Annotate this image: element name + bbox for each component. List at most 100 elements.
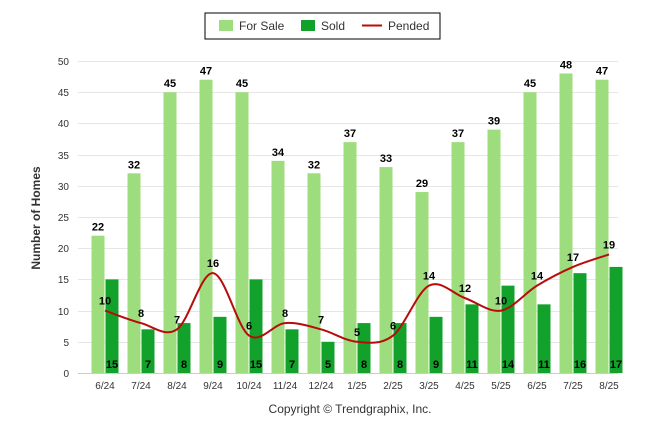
- bar-for-sale: [379, 167, 393, 373]
- data-label-sold: 14: [502, 359, 515, 371]
- bar-for-sale: [91, 235, 105, 373]
- data-label-pended: 19: [603, 239, 615, 251]
- y-tick-label: 15: [58, 275, 70, 286]
- y-tick-label: 30: [58, 182, 70, 193]
- bar-sold: [141, 329, 155, 373]
- x-tick-label: 4/25: [455, 381, 475, 392]
- y-axis-label: Number of Homes: [29, 166, 43, 270]
- x-tick-label: 7/25: [563, 381, 583, 392]
- data-label-sold: 15: [106, 359, 118, 371]
- x-tick-label: 12/24: [308, 381, 333, 392]
- data-label-pended: 6: [390, 321, 396, 333]
- data-label-pended: 14: [531, 271, 544, 283]
- bar-for-sale: [271, 160, 285, 373]
- y-tick-label: 10: [58, 307, 70, 318]
- data-label-sold: 8: [397, 359, 403, 371]
- data-label-sold: 16: [574, 359, 586, 371]
- legend-swatch-for-sale: [219, 20, 233, 31]
- bar-sold: [573, 273, 587, 373]
- bar-for-sale: [451, 142, 465, 373]
- bar-for-sale: [307, 173, 321, 373]
- data-label-for-sale: 39: [488, 116, 500, 128]
- x-tick-label: 9/24: [203, 381, 223, 392]
- x-tick-label: 8/25: [599, 381, 619, 392]
- y-tick-label: 50: [58, 57, 70, 68]
- legend-label-pended: Pended: [388, 19, 429, 33]
- data-label-pended: 7: [318, 314, 324, 326]
- bar-for-sale: [559, 73, 573, 373]
- bar-sold: [393, 323, 407, 373]
- legend-frame: [204, 12, 441, 40]
- bar-for-sale: [415, 192, 429, 373]
- bar-sold: [501, 285, 515, 373]
- data-label-for-sale: 47: [596, 66, 608, 78]
- data-label-sold: 11: [466, 359, 478, 371]
- data-label-for-sale: 45: [164, 78, 176, 90]
- data-label-pended: 7: [174, 314, 180, 326]
- bar-sold: [177, 323, 191, 373]
- data-label-pended: 14: [423, 271, 436, 283]
- legend-swatch-sold: [301, 20, 315, 31]
- x-tick-label: 5/25: [491, 381, 511, 392]
- data-label-for-sale: 45: [236, 78, 248, 90]
- data-label-pended: 8: [138, 308, 144, 320]
- data-label-sold: 9: [217, 359, 223, 371]
- legend-label-for-sale: For Sale: [239, 19, 285, 33]
- data-label-sold: 5: [325, 359, 331, 371]
- data-label-for-sale: 45: [524, 78, 536, 90]
- data-label-sold: 11: [538, 359, 550, 371]
- pended-line-layer: [104, 253, 610, 344]
- x-tick-label: 6/24: [95, 381, 115, 392]
- x-tick-label: 7/24: [131, 381, 151, 392]
- data-label-for-sale: 33: [380, 153, 392, 165]
- data-label-sold: 8: [181, 359, 187, 371]
- data-label-for-sale: 47: [200, 66, 212, 78]
- data-label-for-sale: 32: [308, 159, 320, 171]
- data-label-pended: 17: [567, 252, 579, 264]
- bar-for-sale: [127, 173, 141, 373]
- bar-for-sale: [163, 92, 177, 373]
- x-tick-label: 10/24: [236, 381, 261, 392]
- bar-sold: [609, 266, 623, 373]
- data-label-for-sale: 37: [452, 128, 464, 140]
- data-label-pended: 6: [246, 321, 252, 333]
- data-label-pended: 5: [354, 327, 360, 339]
- data-label-for-sale: 22: [92, 222, 104, 234]
- bar-for-sale: [487, 129, 501, 373]
- y-tick-label: 5: [63, 338, 69, 349]
- data-label-sold: 8: [361, 359, 367, 371]
- legend: For Sale Sold Pended: [204, 12, 441, 40]
- x-tick-label: 3/25: [419, 381, 439, 392]
- y-tick-label: 0: [63, 369, 69, 380]
- data-label-pended: 8: [282, 308, 288, 320]
- bar-sold: [285, 329, 299, 373]
- legend-label-sold: Sold: [321, 19, 345, 33]
- data-label-for-sale: 48: [560, 59, 572, 71]
- data-label-for-sale: 37: [344, 128, 356, 140]
- data-label-pended: 12: [459, 283, 471, 295]
- data-labels: 22 15 32 7 45 8 47 9 45 15 34 7 32 5 37 8 33 8 29 9 37 11 39 14…: [92, 59, 622, 371]
- bar-sold: [105, 279, 119, 373]
- data-label-sold: 15: [250, 359, 262, 371]
- data-label-for-sale: 32: [128, 159, 140, 171]
- y-tick-label: 45: [58, 88, 70, 99]
- bar-sold: [321, 341, 335, 373]
- data-label-pended: 16: [207, 258, 219, 270]
- bar-sold: [465, 304, 479, 373]
- bars: [91, 73, 623, 373]
- bar-for-sale: [523, 92, 537, 373]
- pended-line: [104, 253, 610, 344]
- x-tick-label: 8/24: [167, 381, 187, 392]
- bar-sold: [429, 316, 443, 373]
- data-label-for-sale: 29: [416, 178, 428, 190]
- data-label-pended: 10: [495, 296, 507, 308]
- bar-for-sale: [235, 92, 249, 373]
- bar-for-sale: [199, 79, 213, 373]
- y-tick-label: 20: [58, 244, 70, 255]
- bar-sold: [249, 279, 263, 373]
- copyright-text: Copyright © Trendgraphix, Inc.: [269, 402, 432, 416]
- y-tick-label: 25: [58, 213, 70, 224]
- bar-sold: [213, 316, 227, 373]
